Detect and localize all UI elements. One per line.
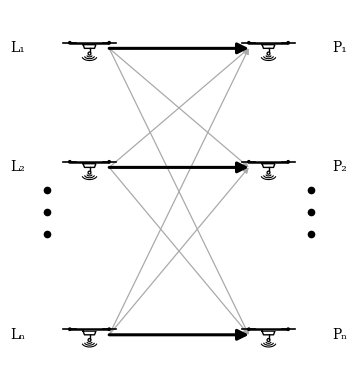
Text: P₂: P₂	[333, 160, 348, 174]
Circle shape	[108, 42, 110, 44]
Circle shape	[248, 161, 250, 163]
Circle shape	[69, 161, 71, 163]
Text: P₁: P₁	[333, 41, 348, 55]
Circle shape	[69, 42, 71, 44]
Circle shape	[69, 328, 71, 330]
Text: Pₙ: Pₙ	[333, 328, 348, 342]
Text: Lₙ: Lₙ	[10, 328, 25, 342]
Circle shape	[287, 42, 289, 44]
Circle shape	[287, 161, 289, 163]
Text: L₂: L₂	[10, 160, 25, 174]
Circle shape	[287, 328, 289, 330]
Circle shape	[108, 161, 110, 163]
Circle shape	[108, 328, 110, 330]
Polygon shape	[83, 45, 96, 48]
Polygon shape	[262, 331, 275, 335]
Polygon shape	[262, 45, 275, 48]
Polygon shape	[262, 164, 275, 167]
Text: L₁: L₁	[10, 41, 25, 55]
Polygon shape	[83, 331, 96, 335]
Polygon shape	[83, 164, 96, 167]
Circle shape	[248, 328, 250, 330]
Circle shape	[248, 42, 250, 44]
